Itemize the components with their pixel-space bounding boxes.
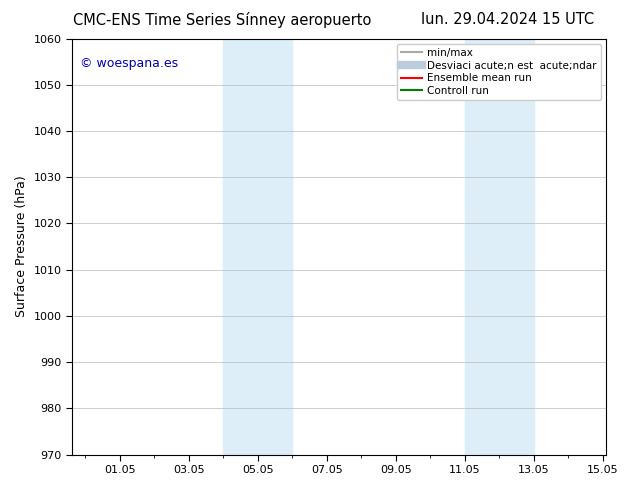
Bar	[465, 39, 534, 455]
Legend: min/max, Desviaci acute;n est  acute;ndar, Ensemble mean run, Controll run: min/max, Desviaci acute;n est acute;ndar…	[398, 44, 601, 100]
Text: CMC-ENS Time Series Sínney aeropuerto: CMC-ENS Time Series Sínney aeropuerto	[73, 12, 371, 28]
Y-axis label: Surface Pressure (hPa): Surface Pressure (hPa)	[15, 176, 28, 318]
Text: lun. 29.04.2024 15 UTC: lun. 29.04.2024 15 UTC	[420, 12, 594, 27]
Bar	[223, 39, 292, 455]
Text: © woespana.es: © woespana.es	[80, 57, 178, 71]
